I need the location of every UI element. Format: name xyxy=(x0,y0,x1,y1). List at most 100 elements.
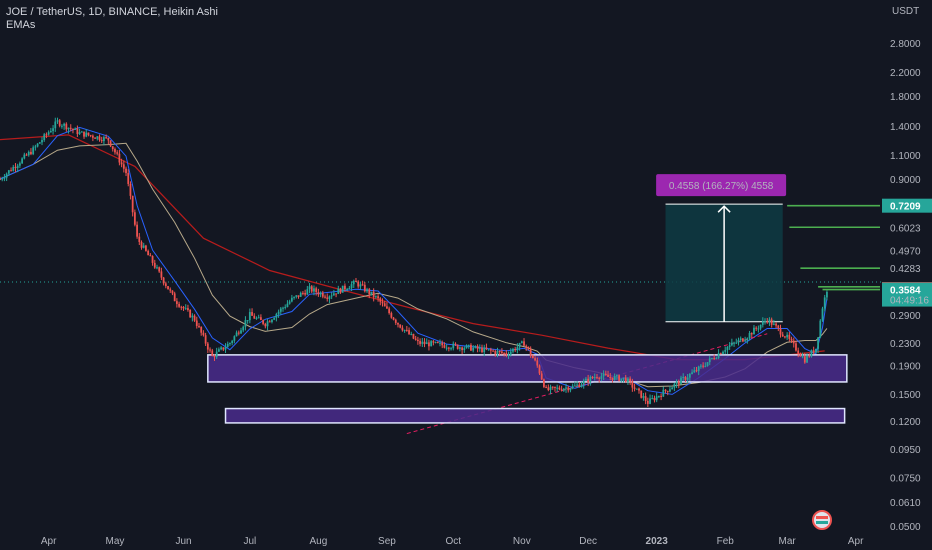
y-tick-label: 0.1900 xyxy=(890,362,921,373)
candle-body xyxy=(669,389,671,392)
candle-body xyxy=(724,350,727,352)
candle-body xyxy=(0,179,1,181)
candle-body xyxy=(733,342,735,344)
candle-body xyxy=(374,296,377,298)
candle-body xyxy=(826,291,828,298)
candle-body xyxy=(770,319,773,325)
candle-body xyxy=(91,135,94,138)
indicator-label[interactable]: EMAs xyxy=(6,19,36,31)
candle-body xyxy=(131,195,134,213)
candle-body xyxy=(372,291,375,298)
candle-body xyxy=(69,127,72,129)
y-tick-label: 0.0950 xyxy=(890,445,921,456)
dashed-trendline xyxy=(406,333,768,435)
candle-body xyxy=(644,396,647,401)
candle-body xyxy=(589,376,592,383)
candle-body xyxy=(819,320,822,338)
candle-body xyxy=(611,377,614,381)
candle-body xyxy=(467,344,470,346)
candle-body xyxy=(750,333,753,335)
candle-body xyxy=(691,372,693,374)
candle-body xyxy=(184,308,187,310)
candle-body xyxy=(739,338,742,340)
candle-body xyxy=(757,328,760,330)
candle-body xyxy=(308,286,311,290)
candle-body xyxy=(719,353,722,355)
candle-body xyxy=(428,342,430,347)
y-tick-label: 0.0610 xyxy=(890,498,921,509)
candle-body xyxy=(666,390,669,392)
candle-body xyxy=(414,338,417,340)
candle-body xyxy=(686,377,689,380)
candle-body xyxy=(275,314,278,318)
candle-body xyxy=(21,158,24,164)
candle-body xyxy=(567,387,570,391)
candle-body xyxy=(529,348,532,356)
candle-body xyxy=(266,321,269,327)
candle-body xyxy=(211,350,214,356)
candle-body xyxy=(74,128,77,130)
y-tick-label: 1.4000 xyxy=(890,122,921,133)
y-tick-label: 0.1200 xyxy=(890,417,921,428)
symbol-title[interactable]: JOE / TetherUS, 1D, BINANCE, Heikin Ashi xyxy=(6,6,218,18)
time-axis[interactable]: Apr May Jun Jul Aug Sep Oct Nov Dec 2023 Feb Mar Apr xyxy=(41,536,864,547)
candle-body xyxy=(775,323,777,326)
candle-body xyxy=(545,386,548,388)
candle-body xyxy=(18,163,21,166)
candle-body xyxy=(222,347,225,350)
candle-body xyxy=(182,306,185,309)
candle-body xyxy=(344,285,346,290)
candle-body xyxy=(432,341,435,343)
tradingview-logo-icon[interactable] xyxy=(812,510,832,530)
candle-body xyxy=(458,347,461,349)
candle-body xyxy=(332,293,335,296)
candle-body xyxy=(801,356,804,358)
candle-body xyxy=(383,303,386,307)
candle-body xyxy=(695,370,698,372)
candle-body xyxy=(61,125,63,127)
candle-body xyxy=(474,346,477,348)
candle-body xyxy=(288,301,291,304)
candle-body xyxy=(735,342,738,344)
candle-body xyxy=(45,134,48,136)
candle-body xyxy=(823,297,826,309)
candle-body xyxy=(768,319,771,323)
price-tag-bg xyxy=(882,198,932,213)
candle-body xyxy=(171,290,174,294)
candle-body xyxy=(394,319,397,323)
candle-body xyxy=(726,346,729,351)
candle-body xyxy=(786,334,789,338)
candle-body xyxy=(253,315,256,319)
candle-body xyxy=(439,342,441,344)
candle-body xyxy=(746,338,749,341)
candle-body xyxy=(153,262,156,268)
measure-layer[interactable]: 0.4558 (166.27%) 4558 xyxy=(656,174,787,323)
target-layer[interactable] xyxy=(787,204,880,291)
candle-body xyxy=(416,339,419,342)
price-axis[interactable]: USDT 2.8000 2.2000 1.8000 1.4000 1.1000 0.900… xyxy=(882,6,932,533)
candle-body xyxy=(702,365,705,367)
candle-body xyxy=(598,377,601,379)
candle-body xyxy=(618,375,620,381)
candle-body xyxy=(604,373,607,375)
candle-body xyxy=(487,349,490,351)
candle-body xyxy=(421,341,424,344)
candle-body xyxy=(160,271,163,278)
zone-layer[interactable] xyxy=(207,354,848,424)
axis-unit: USDT xyxy=(892,6,919,17)
candle-body xyxy=(368,289,371,295)
candle-body xyxy=(264,323,267,327)
candle-body xyxy=(49,130,52,133)
candle-body xyxy=(98,136,101,140)
candle-body xyxy=(443,345,446,348)
candle-body xyxy=(215,351,218,358)
candle-body xyxy=(781,334,784,337)
price-tag-label: 0.4970 xyxy=(890,246,921,257)
candle-body xyxy=(620,378,623,381)
candle-body xyxy=(213,355,216,358)
candle-body xyxy=(525,345,528,347)
candle-body xyxy=(3,177,6,179)
candle-body xyxy=(145,245,147,251)
y-tick-label: 0.0750 xyxy=(890,473,921,484)
